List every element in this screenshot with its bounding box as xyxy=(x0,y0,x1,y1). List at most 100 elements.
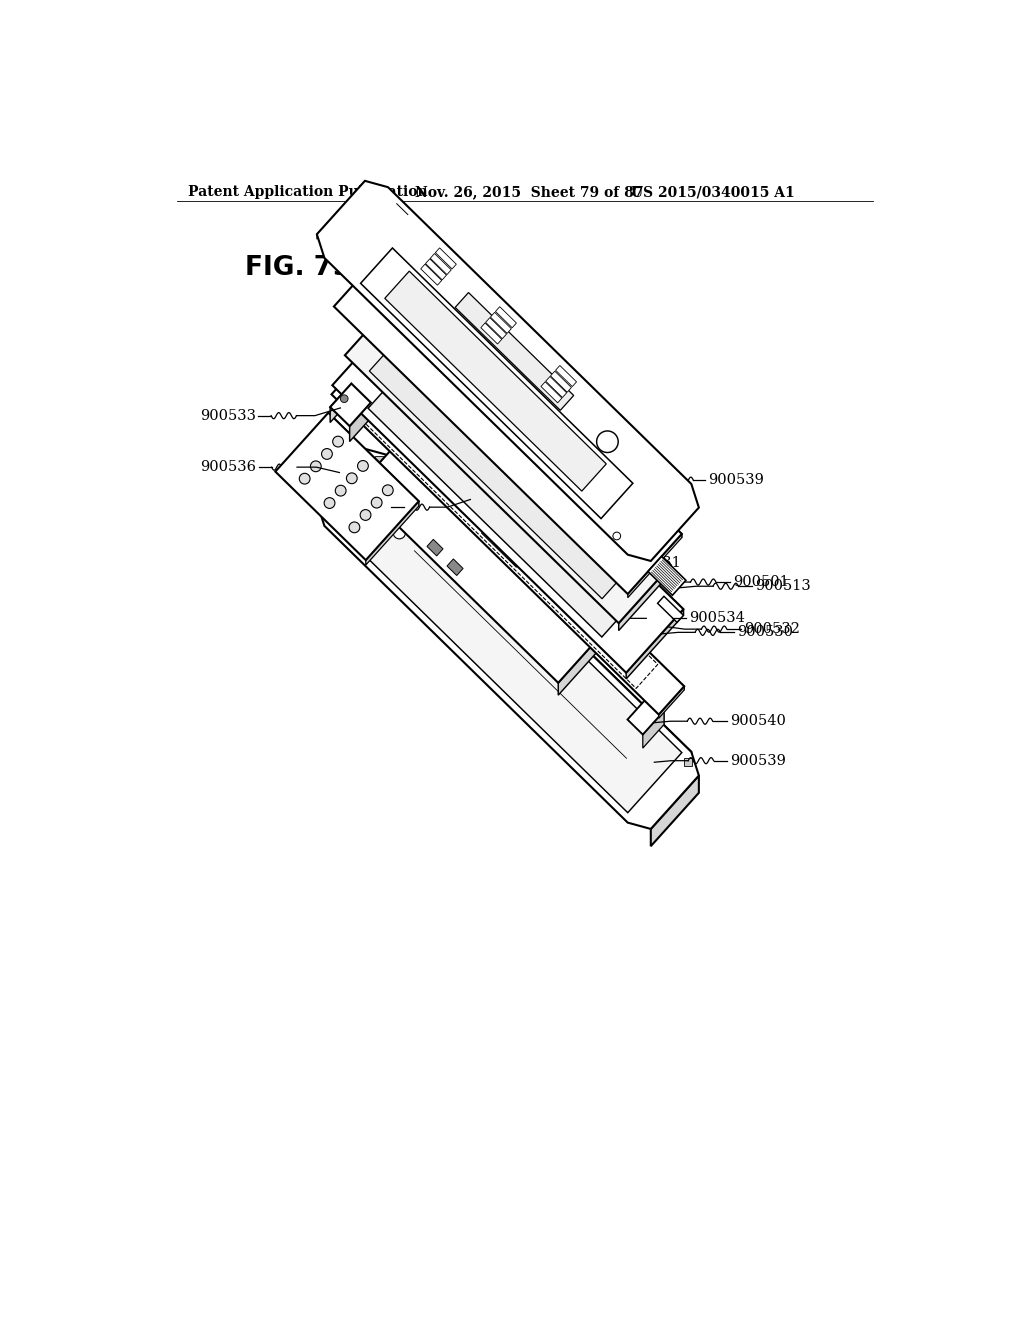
Circle shape xyxy=(453,473,458,478)
Polygon shape xyxy=(648,696,664,725)
Circle shape xyxy=(457,490,462,495)
Polygon shape xyxy=(329,413,419,506)
Circle shape xyxy=(467,500,472,506)
Circle shape xyxy=(461,507,466,512)
Circle shape xyxy=(597,430,618,453)
Text: FIG. 79: FIG. 79 xyxy=(245,255,350,281)
Polygon shape xyxy=(334,247,682,594)
Polygon shape xyxy=(427,540,443,556)
Polygon shape xyxy=(562,593,590,622)
Text: US 2015/0340015 A1: US 2015/0340015 A1 xyxy=(631,185,795,199)
Circle shape xyxy=(340,395,348,403)
Polygon shape xyxy=(426,259,446,280)
Circle shape xyxy=(382,484,393,495)
Polygon shape xyxy=(551,371,571,392)
Polygon shape xyxy=(368,358,647,638)
Polygon shape xyxy=(628,696,664,734)
Polygon shape xyxy=(409,430,609,639)
Bar xyxy=(375,455,383,463)
Circle shape xyxy=(451,498,456,503)
Text: 900535: 900535 xyxy=(370,486,426,499)
Polygon shape xyxy=(447,558,463,576)
Circle shape xyxy=(349,521,359,533)
Polygon shape xyxy=(388,455,691,770)
Polygon shape xyxy=(455,293,573,411)
Polygon shape xyxy=(316,449,698,829)
Polygon shape xyxy=(481,513,535,568)
Polygon shape xyxy=(435,248,457,269)
Text: 900533: 900533 xyxy=(200,409,256,422)
Text: 900539: 900539 xyxy=(730,754,786,768)
Polygon shape xyxy=(366,502,419,565)
Text: 900536: 900536 xyxy=(201,461,256,474)
Polygon shape xyxy=(333,322,683,673)
Circle shape xyxy=(357,461,369,471)
Circle shape xyxy=(322,449,333,459)
Polygon shape xyxy=(556,366,577,387)
Polygon shape xyxy=(357,430,609,682)
Circle shape xyxy=(446,479,452,486)
Polygon shape xyxy=(658,686,684,718)
Polygon shape xyxy=(485,318,507,339)
Circle shape xyxy=(463,483,468,488)
Polygon shape xyxy=(345,297,671,623)
Polygon shape xyxy=(490,313,511,334)
Polygon shape xyxy=(332,366,684,714)
Circle shape xyxy=(310,461,322,471)
Polygon shape xyxy=(389,322,683,615)
Circle shape xyxy=(325,498,335,508)
Polygon shape xyxy=(370,322,646,599)
Polygon shape xyxy=(657,597,683,622)
Circle shape xyxy=(473,494,478,499)
Circle shape xyxy=(439,487,445,492)
Polygon shape xyxy=(334,465,682,813)
Text: 900501: 900501 xyxy=(733,576,788,589)
Text: 900513: 900513 xyxy=(756,579,811,593)
Text: 900539: 900539 xyxy=(708,473,764,487)
Polygon shape xyxy=(528,560,563,595)
Polygon shape xyxy=(330,384,351,422)
Polygon shape xyxy=(618,565,671,631)
Polygon shape xyxy=(648,557,686,595)
Text: 900534: 900534 xyxy=(689,611,744,626)
Polygon shape xyxy=(496,306,516,327)
Circle shape xyxy=(299,474,310,484)
Polygon shape xyxy=(397,297,671,573)
Circle shape xyxy=(335,486,346,496)
Polygon shape xyxy=(316,181,698,561)
Circle shape xyxy=(613,532,621,540)
Polygon shape xyxy=(558,626,609,696)
Polygon shape xyxy=(651,776,698,846)
Polygon shape xyxy=(357,366,684,690)
Text: 900532: 900532 xyxy=(743,622,800,636)
Circle shape xyxy=(360,510,371,520)
Polygon shape xyxy=(275,413,419,560)
Polygon shape xyxy=(316,181,365,239)
Polygon shape xyxy=(330,384,371,426)
Polygon shape xyxy=(388,247,682,537)
Polygon shape xyxy=(430,253,452,275)
Text: Patent Application Publication: Patent Application Publication xyxy=(188,185,428,199)
Circle shape xyxy=(393,527,406,539)
Polygon shape xyxy=(547,577,578,610)
Polygon shape xyxy=(541,381,562,403)
Polygon shape xyxy=(337,372,371,407)
Polygon shape xyxy=(351,384,371,418)
Bar xyxy=(684,758,691,766)
Text: Nov. 26, 2015  Sheet 79 of 87: Nov. 26, 2015 Sheet 79 of 87 xyxy=(416,185,644,199)
Text: 900540: 900540 xyxy=(730,714,785,729)
Polygon shape xyxy=(481,323,502,345)
Polygon shape xyxy=(360,248,633,519)
Text: 900531: 900531 xyxy=(625,556,681,570)
Circle shape xyxy=(346,473,357,483)
Text: 900537: 900537 xyxy=(333,500,389,515)
Polygon shape xyxy=(628,533,682,598)
Circle shape xyxy=(333,436,343,447)
Polygon shape xyxy=(643,711,664,748)
Polygon shape xyxy=(385,271,606,491)
Polygon shape xyxy=(546,376,566,397)
Polygon shape xyxy=(626,609,683,678)
Text: 900530: 900530 xyxy=(737,626,794,639)
Polygon shape xyxy=(349,403,371,442)
Circle shape xyxy=(372,498,382,508)
